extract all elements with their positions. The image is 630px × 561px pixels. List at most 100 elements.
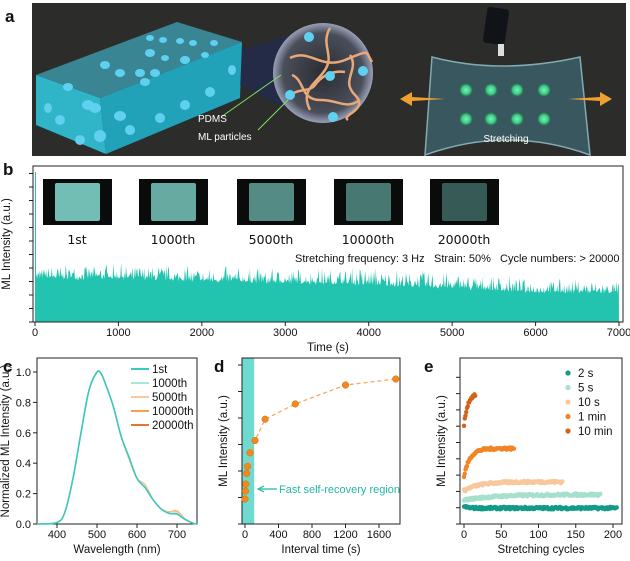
plot-frame xyxy=(241,357,401,525)
data-point xyxy=(241,487,249,495)
y-tick-label: 0.8 xyxy=(16,397,31,409)
pdms-slab xyxy=(36,22,242,154)
shaded-region-label: Fast self-recovery region xyxy=(279,484,400,496)
x-axis-label: Stretching cycles xyxy=(498,544,585,556)
x-tick-label: 0 xyxy=(242,529,248,541)
arrow-icon xyxy=(256,485,277,493)
data-point xyxy=(291,400,299,408)
x-axis-label: Interval time (s) xyxy=(281,544,360,556)
panel-label-d: d xyxy=(214,357,224,376)
inset-photo xyxy=(237,179,306,225)
data-point xyxy=(464,463,470,469)
inset-photo xyxy=(139,179,208,225)
data-point xyxy=(614,505,619,510)
photo-label: 5000th xyxy=(249,232,294,247)
x-tick-label: 1600 xyxy=(367,529,391,541)
photo-label: 20000th xyxy=(438,232,491,247)
plot-frame xyxy=(32,165,624,323)
plot-frame xyxy=(459,357,623,525)
data-point xyxy=(464,409,469,415)
camera-nozzle-icon xyxy=(482,7,510,56)
stretched-film xyxy=(424,56,591,157)
legend-label: 5000th xyxy=(152,392,187,404)
x-tick-label: 2000 xyxy=(190,327,214,339)
x-tick-label: 3000 xyxy=(273,327,297,339)
photo-label: 1000th xyxy=(151,232,196,247)
panel-label-e: e xyxy=(424,357,433,376)
legend-label: 1st xyxy=(152,364,168,376)
x-tick-label: 1000 xyxy=(106,327,130,339)
x-tick-label: 100 xyxy=(529,529,547,541)
panel-label-b: b xyxy=(3,160,13,179)
chart-e: 0 50 100 150 200 Stretching cycles ML Intensit… xyxy=(436,357,623,556)
legend-label: 5 s xyxy=(578,383,594,395)
pdms-pointer xyxy=(220,74,282,118)
x-axis-label: Wavelength (nm) xyxy=(73,544,160,556)
arrow-right-icon xyxy=(568,92,612,106)
data-point xyxy=(246,449,254,457)
annotation-strain: Strain: 50% xyxy=(434,253,491,265)
legend-marker xyxy=(565,428,571,434)
y-tick-label: 0.2 xyxy=(16,489,31,501)
x-tick-label: 6000 xyxy=(523,327,547,339)
arrow-left-icon xyxy=(400,92,445,106)
label-pdms: PDMS xyxy=(198,114,227,125)
photo-sample xyxy=(346,183,391,221)
intensity-area xyxy=(35,262,619,322)
x-tick-label: 4000 xyxy=(356,327,380,339)
data-point xyxy=(242,480,250,488)
annotation-frequency: Stretching frequency: 3 Hz xyxy=(295,253,425,265)
x-tick-label: 600 xyxy=(128,529,146,541)
legend-label: 10000th xyxy=(152,406,194,418)
annotation-cycles: Cycle numbers: > 20000 xyxy=(500,253,620,265)
photo-sample xyxy=(151,183,196,221)
data-point xyxy=(243,469,251,477)
legend-label: 1000th xyxy=(152,378,187,390)
x-tick-label: 400 xyxy=(269,529,287,541)
photo-label: 1st xyxy=(67,232,86,247)
x-tick-label: 7000 xyxy=(607,327,630,339)
series-5-s xyxy=(461,491,603,503)
fast-recovery-band xyxy=(242,358,255,524)
x-tick-label: 700 xyxy=(168,529,186,541)
legend-marker xyxy=(565,399,571,405)
x-tick-label: 50 xyxy=(495,529,507,541)
data-point xyxy=(560,479,565,484)
photo-sample xyxy=(55,183,100,221)
data-point xyxy=(392,375,400,383)
x-axis-label: Time (s) xyxy=(307,342,349,354)
y-tick-label: 1.0 xyxy=(16,367,31,379)
series-2-s xyxy=(461,503,619,512)
data-point xyxy=(598,491,603,497)
legend-label: 20000th xyxy=(152,420,194,432)
spectrum-line-1st xyxy=(36,369,198,525)
data-point xyxy=(341,381,350,389)
legend-label: 10 s xyxy=(578,397,600,409)
x-tick-label: 0 xyxy=(32,327,38,339)
x-tick-label: 800 xyxy=(303,529,321,541)
label-stretching: Stretching xyxy=(483,134,528,145)
data-point xyxy=(251,436,259,445)
data-point xyxy=(511,446,517,451)
y-axis-label: ML Intensity (a.u.) xyxy=(436,395,448,487)
photo-sample xyxy=(249,183,294,221)
photo-label: 10000th xyxy=(342,232,395,247)
y-axis-label: ML Intensity (a.u.) xyxy=(1,198,13,290)
data-point xyxy=(261,415,269,423)
legend-marker xyxy=(565,384,571,391)
x-tick-label: 200 xyxy=(604,529,622,541)
plot-frame xyxy=(36,357,198,525)
x-tick-label: 5000 xyxy=(440,327,464,339)
panel-label-a: a xyxy=(5,7,15,26)
inset-photo xyxy=(43,179,112,225)
chart-d: 0 400 800 1200 1600 Interval time (s) ML Inten… xyxy=(218,357,401,556)
data-point xyxy=(463,413,468,418)
y-axis-label: ML Intensity (a.u.) xyxy=(218,395,230,487)
y-tick-label: 0.6 xyxy=(16,428,31,440)
series-1-min xyxy=(461,445,517,480)
panel-label-c: c xyxy=(3,357,12,376)
legend-label: 1 min xyxy=(578,412,606,424)
data-point xyxy=(462,471,467,476)
panel-a-illustration: PDMS ML particles Stretching xyxy=(32,3,626,157)
